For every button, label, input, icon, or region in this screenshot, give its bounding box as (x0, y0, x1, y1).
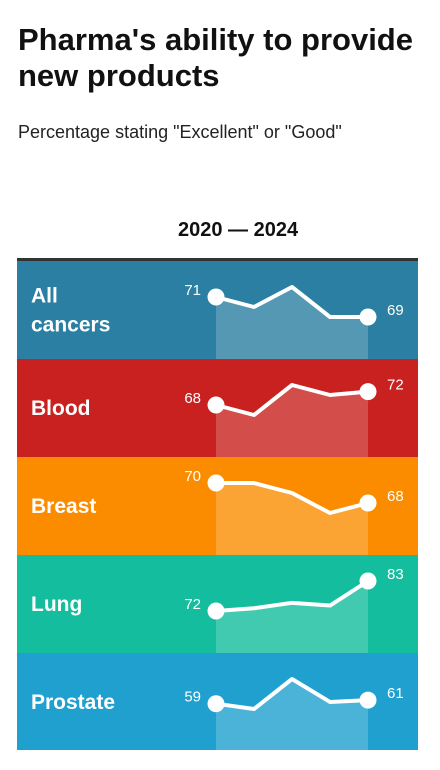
start-point-prostate (207, 695, 225, 713)
start-value-lung: 72 (184, 596, 201, 613)
line-prostate (214, 677, 370, 711)
start-value-all-cancers: 71 (184, 282, 201, 299)
row-background-all-cancers (17, 261, 418, 359)
start-point-lung (207, 602, 225, 620)
line-lung (214, 579, 370, 613)
end-value-breast: 68 (387, 488, 404, 505)
area-lung (216, 581, 368, 653)
row-label-blood: Blood (31, 397, 90, 420)
row-label-prostate: Prostate (31, 691, 115, 714)
row-lung: 72 83 Lung (17, 555, 418, 653)
start-value-blood: 68 (184, 390, 201, 407)
row-blood: 68 72 Blood (17, 359, 418, 457)
end-point-breast (359, 494, 377, 512)
area-all-cancers (216, 287, 368, 359)
line-blood (214, 383, 370, 417)
line-breast (214, 481, 370, 515)
end-value-prostate: 61 (387, 685, 404, 702)
end-point-all-cancers (359, 308, 377, 326)
area-prostate (216, 679, 368, 750)
start-value-breast: 70 (184, 468, 201, 485)
row-label-all-cancers-2: cancers (31, 314, 110, 337)
row-all-cancers: 71 69 All cancers (17, 261, 418, 359)
row-breast: 70 68 Breast (17, 457, 418, 555)
start-point-blood (207, 396, 225, 414)
row-prostate: 59 61 Prostate (17, 653, 418, 750)
end-point-prostate (359, 691, 377, 709)
period-label: 2020 — 2024 (178, 219, 299, 241)
end-value-all-cancers: 69 (387, 302, 404, 319)
header-rule (17, 258, 418, 261)
small-multiples-chart: 71 69 All cancers 68 72 Blood 70 68 Breast 72 83 Lun… (17, 261, 418, 750)
start-point-all-cancers (207, 288, 225, 306)
end-point-lung (359, 572, 377, 590)
end-value-blood: 72 (387, 377, 404, 394)
end-value-lung: 83 (387, 566, 404, 583)
row-label-breast: Breast (31, 495, 96, 518)
row-label-all-cancers-1: All (31, 285, 58, 308)
start-point-breast (207, 474, 225, 492)
start-value-prostate: 59 (184, 689, 201, 706)
area-blood (216, 385, 368, 457)
chart-subtitle: Percentage stating "Excellent" or "Good" (18, 122, 342, 142)
area-breast (216, 483, 368, 555)
line-all-cancers (214, 285, 370, 319)
end-point-blood (359, 383, 377, 401)
row-label-lung: Lung (31, 593, 82, 616)
chart-title: Pharma's ability to provide new products (18, 22, 413, 93)
